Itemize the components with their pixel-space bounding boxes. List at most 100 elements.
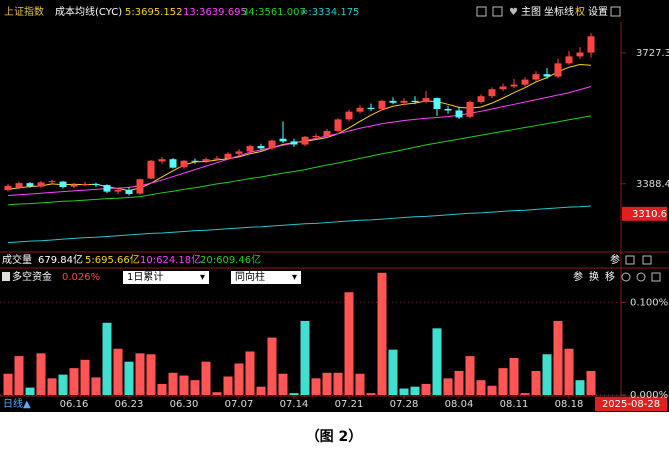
axis-button[interactable]: 坐标线 (544, 5, 574, 18)
volume-title: 成交量 (2, 253, 32, 266)
param-button[interactable]: 参 (573, 270, 583, 283)
dropdown-text[interactable]: 同向柱 (235, 270, 265, 283)
caption: （图 2） (306, 429, 363, 445)
candle-body (246, 146, 254, 152)
favorite-icon[interactable]: ♥ (509, 7, 518, 18)
move-button[interactable]: 移 (605, 270, 615, 283)
candle-body (356, 107, 364, 112)
indicator-name: 成本均线(CYC) (55, 5, 122, 18)
candle-body (26, 183, 34, 187)
candle-body (323, 130, 331, 136)
window-icon[interactable] (642, 255, 652, 265)
zoom-in-icon[interactable] (476, 6, 487, 17)
candle-body (180, 160, 188, 167)
candle-body (290, 141, 298, 145)
dropdown[interactable] (123, 271, 209, 284)
window-icon[interactable] (610, 6, 621, 17)
bar (3, 373, 13, 395)
x-tick-label: 06.16 (60, 399, 89, 410)
bar (377, 272, 387, 395)
candle-body (169, 159, 177, 168)
candle-body (587, 36, 595, 53)
window-icon[interactable] (651, 272, 661, 282)
bar (179, 375, 189, 395)
candle-body (37, 182, 45, 187)
bar (80, 359, 90, 395)
date-label: 2025-08-28 (602, 399, 660, 410)
icon[interactable] (636, 272, 646, 282)
candle-body (510, 84, 518, 87)
date-box (595, 397, 667, 411)
candle-body (4, 185, 12, 191)
candle-body (521, 79, 529, 85)
icon[interactable] (621, 272, 631, 282)
param-button[interactable]: 参 (610, 253, 620, 266)
candle-body (114, 190, 122, 192)
dropdown-arrow[interactable]: ▾ (292, 272, 297, 283)
legend-entry: ∞:3334.175 (300, 7, 359, 18)
ma-line (7, 205, 592, 244)
panel-title: 多空资金 (12, 270, 52, 283)
main-chart-button[interactable]: 主图 (521, 6, 541, 18)
help-icon[interactable] (2, 272, 10, 281)
candle-body (422, 98, 430, 102)
candle-body (433, 98, 441, 109)
bar (256, 386, 266, 395)
y-tick-label: 0.100% (630, 297, 668, 308)
settings-button[interactable]: 设置 (588, 6, 608, 18)
legend-entry: 34:3561.007 (242, 7, 306, 18)
bar (575, 380, 585, 395)
candle-body (257, 146, 265, 149)
bar (355, 373, 365, 395)
bar (443, 378, 453, 395)
candle-body (345, 111, 353, 120)
y-tick-label: 0.000% (630, 390, 668, 401)
bar (300, 320, 310, 395)
candle-body (15, 183, 23, 188)
candle-body (48, 181, 56, 183)
bar (47, 378, 57, 395)
bar (476, 380, 486, 395)
candle-body (477, 96, 485, 102)
candle-body (136, 179, 144, 194)
candle-body (334, 119, 342, 131)
index-name: 上证指数 (4, 5, 44, 18)
bar (201, 361, 211, 395)
bar (91, 377, 101, 395)
adjust-button[interactable]: 权 (575, 5, 585, 18)
switch-button[interactable]: 换 (589, 270, 599, 283)
price-marker-label: 3310.6 (632, 209, 667, 220)
zoom-out-icon[interactable] (492, 6, 503, 17)
candle-body (532, 74, 540, 80)
bar (245, 351, 255, 395)
candle-body (444, 108, 452, 111)
candle-body (411, 100, 419, 102)
x-tick-label: 08.04 (445, 399, 474, 410)
bar (344, 292, 354, 395)
bar (212, 392, 222, 395)
candle-body (488, 89, 496, 97)
candle-body (81, 183, 89, 185)
legend-entry: 5:3695.152 (125, 7, 182, 18)
candle-body (499, 86, 507, 90)
y-tick-label: 3727.3 (636, 48, 669, 59)
close-icon[interactable] (625, 255, 635, 265)
candle-body (565, 56, 573, 64)
bar (289, 393, 299, 395)
panel-value: 0.026% (62, 272, 100, 283)
bar (586, 370, 596, 395)
dropdown-arrow[interactable]: ▾ (200, 272, 205, 283)
dropdown-text[interactable]: 1日累计 (127, 270, 163, 283)
candle-body (191, 160, 199, 162)
volume-stat: 10:624.18亿 (140, 253, 201, 266)
candle-body (92, 183, 100, 186)
bar (278, 373, 288, 395)
dropdown[interactable] (231, 271, 301, 284)
candle-body (400, 100, 408, 103)
candle-body (389, 100, 397, 103)
candle-body (455, 110, 463, 118)
period-label[interactable]: 日线▲ (3, 397, 31, 410)
x-tick-label: 06.23 (115, 399, 144, 410)
